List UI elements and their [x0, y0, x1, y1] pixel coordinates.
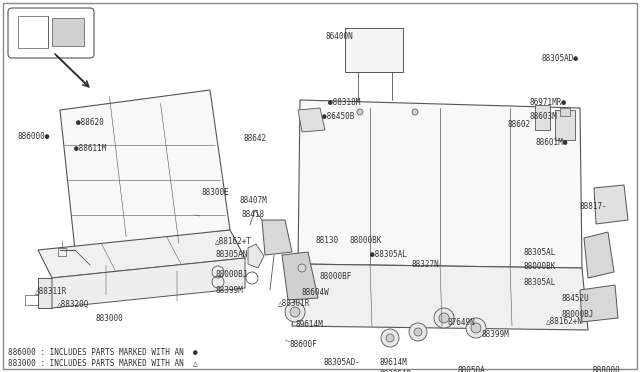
Bar [535, 105, 550, 130]
Text: 88305AD●: 88305AD● [542, 54, 579, 63]
Polygon shape [248, 244, 264, 268]
Text: ●88620: ●88620 [76, 118, 104, 127]
Text: △88311R: △88311R [35, 286, 67, 295]
Circle shape [414, 328, 422, 336]
Text: 88000BJ: 88000BJ [562, 310, 595, 319]
Text: 88327N: 88327N [412, 260, 440, 269]
Polygon shape [298, 108, 325, 132]
Polygon shape [298, 100, 582, 268]
Text: R88000: R88000 [592, 366, 620, 372]
Text: 88399M: 88399M [482, 330, 509, 339]
Text: ●88318M: ●88318M [328, 98, 360, 107]
Circle shape [412, 109, 418, 115]
Circle shape [298, 264, 306, 272]
Text: 883000 : INCLUDES PARTS MARKED WITH AN  △: 883000 : INCLUDES PARTS MARKED WITH AN △ [8, 358, 198, 367]
Text: 88000BK: 88000BK [350, 236, 382, 245]
Text: 88602: 88602 [508, 120, 531, 129]
Text: △88320Q: △88320Q [57, 300, 90, 309]
Text: 88305AD-: 88305AD- [323, 358, 360, 367]
Text: ●86450B: ●86450B [322, 112, 355, 121]
Text: 86400N: 86400N [326, 32, 354, 41]
Text: 88642: 88642 [243, 134, 266, 143]
Polygon shape [38, 278, 52, 308]
Text: 88604W: 88604W [302, 288, 330, 297]
Text: 88000BK: 88000BK [524, 262, 556, 271]
Circle shape [466, 318, 486, 338]
Circle shape [357, 109, 363, 115]
Circle shape [285, 302, 305, 322]
Text: 886000●: 886000● [18, 132, 51, 141]
Text: △88162+N: △88162+N [546, 316, 583, 325]
Polygon shape [292, 264, 588, 330]
Bar [555, 110, 575, 140]
Text: 88418: 88418 [242, 210, 265, 219]
Circle shape [381, 329, 399, 347]
Text: 88000BJ: 88000BJ [215, 270, 248, 279]
FancyBboxPatch shape [8, 8, 94, 58]
Text: 88305AD-: 88305AD- [380, 370, 417, 372]
Circle shape [290, 307, 300, 317]
Text: 87649N: 87649N [448, 318, 476, 327]
Text: 88600F: 88600F [289, 340, 317, 349]
Polygon shape [52, 258, 245, 308]
Circle shape [439, 313, 449, 323]
Text: 88050A: 88050A [458, 366, 486, 372]
Text: 89614M: 89614M [380, 358, 408, 367]
Polygon shape [580, 285, 618, 322]
Text: 88130: 88130 [316, 236, 339, 245]
Polygon shape [282, 252, 318, 300]
Text: 88305AL: 88305AL [524, 278, 556, 287]
Text: 88305AN: 88305AN [215, 250, 248, 259]
Text: 88000BF: 88000BF [320, 272, 353, 281]
Text: 88601M●: 88601M● [536, 138, 568, 147]
Text: 88305AL: 88305AL [524, 248, 556, 257]
Polygon shape [594, 185, 628, 224]
Circle shape [386, 334, 394, 342]
Text: ●88611M: ●88611M [74, 144, 106, 153]
Text: 88817-: 88817- [580, 202, 608, 211]
Bar [58, 248, 66, 256]
Text: △88301R: △88301R [278, 298, 310, 307]
Polygon shape [262, 220, 292, 255]
Circle shape [471, 323, 481, 333]
Text: 89614M: 89614M [296, 320, 324, 329]
Text: 86971MR●: 86971MR● [530, 98, 567, 107]
Bar [52, 18, 84, 46]
Text: 88603M: 88603M [530, 112, 557, 121]
Bar [18, 16, 48, 48]
Circle shape [409, 323, 427, 341]
Text: △88162+T: △88162+T [215, 236, 252, 245]
Polygon shape [60, 90, 230, 250]
Text: ●88305AL: ●88305AL [370, 250, 407, 259]
Bar [560, 108, 570, 116]
Text: 88399M: 88399M [215, 286, 243, 295]
Circle shape [434, 308, 454, 328]
Text: 88300E: 88300E [202, 188, 230, 197]
Text: 88452U: 88452U [562, 294, 589, 303]
Polygon shape [584, 232, 614, 278]
Text: 883000: 883000 [95, 314, 123, 323]
Polygon shape [38, 230, 245, 278]
Text: 886000 : INCLUDES PARTS MARKED WITH AN  ●: 886000 : INCLUDES PARTS MARKED WITH AN ● [8, 348, 198, 357]
Text: 88407M: 88407M [240, 196, 268, 205]
Bar [345, 28, 403, 72]
